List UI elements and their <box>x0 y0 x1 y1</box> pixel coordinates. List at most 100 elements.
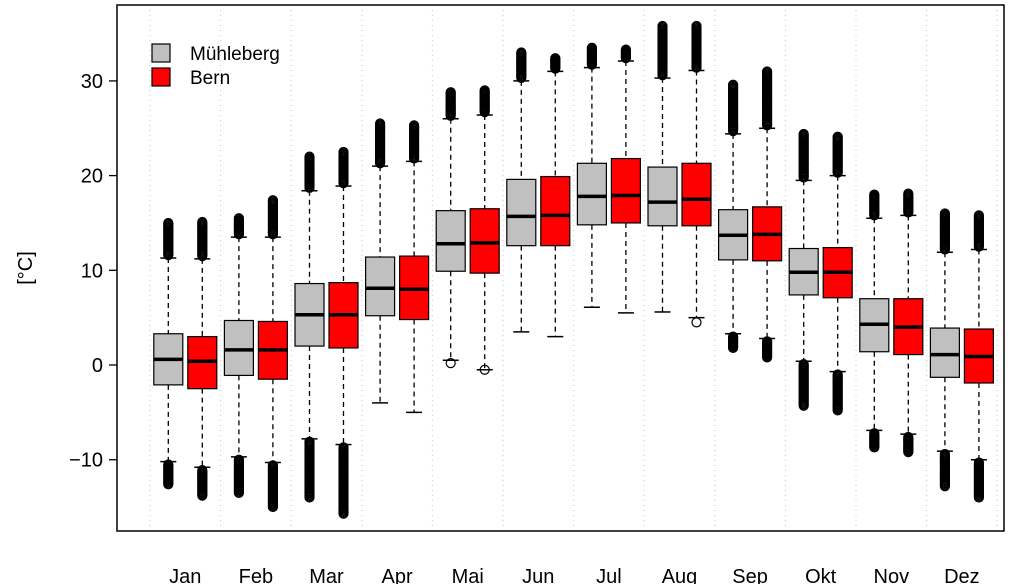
legend-swatch <box>151 43 171 63</box>
outlier-point <box>233 487 244 498</box>
x-tick-label: Feb <box>239 566 273 584</box>
outlier-point <box>832 405 843 416</box>
outlier-point <box>163 479 174 490</box>
outlier-point <box>620 44 632 55</box>
outlier-point <box>798 400 809 411</box>
outlier-point <box>973 210 985 221</box>
y-tick-label: 0 <box>92 355 103 377</box>
x-tick-label: Mai <box>452 566 484 584</box>
outlier-point <box>761 66 773 77</box>
outlier-point <box>691 20 702 32</box>
outlier-point <box>233 213 244 224</box>
y-axis: −10 0 10 20 30 <box>69 71 117 472</box>
outlier-point <box>445 358 456 369</box>
box-mühleberg-apr <box>365 118 396 404</box>
outlier-point <box>550 53 561 64</box>
outlier-point <box>479 364 490 375</box>
legend-label: Mühleberg <box>190 44 280 65</box>
outlier-point <box>657 20 668 32</box>
interquartile-box <box>469 208 500 274</box>
x-tick-label: Okt <box>805 566 837 584</box>
box-mühleberg-jun <box>506 47 537 333</box>
x-tick-label: Dez <box>944 566 980 584</box>
x-tick-label: Jul <box>596 566 622 584</box>
outlier-point <box>304 492 315 503</box>
outlier-point <box>832 131 843 142</box>
box-bern-okt <box>822 131 853 416</box>
interquartile-box <box>365 256 396 317</box>
outlier-point <box>516 47 527 58</box>
outlier-point <box>338 146 349 158</box>
x-axis: Jan Feb Mar Apr Mai Jun Jul Aug Sep Okt Nov Dez <box>169 566 980 584</box>
outlier-point <box>479 85 490 96</box>
box-mühleberg-nov <box>859 189 890 453</box>
interquartile-box <box>929 327 961 378</box>
box-bern-jul <box>610 44 642 314</box>
y-tick-label: 20 <box>81 166 103 188</box>
outlier-point <box>761 352 773 363</box>
box-series <box>153 20 995 519</box>
interquartile-box <box>576 162 608 226</box>
outlier-point <box>586 42 598 53</box>
box-bern-mai <box>469 85 500 375</box>
outlier-point <box>869 189 880 200</box>
outlier-point <box>939 208 951 219</box>
outlier-point <box>409 120 420 131</box>
interquartile-box <box>223 319 254 377</box>
legend-swatch <box>151 67 171 87</box>
outlier-point <box>163 217 174 229</box>
outlier-point <box>903 188 914 199</box>
box-mühleberg-jul <box>576 42 608 308</box>
x-tick-label: Aug <box>662 566 698 584</box>
outlier-point <box>267 501 278 513</box>
outlier-point <box>798 128 809 140</box>
interquartile-box <box>647 166 678 227</box>
box-bern-aug <box>681 20 712 328</box>
box-mühleberg-feb <box>223 213 254 498</box>
outlier-point <box>197 490 208 501</box>
interquartile-box <box>435 210 466 272</box>
box-mühleberg-dez <box>929 208 961 492</box>
plot-frame <box>116 4 1005 532</box>
box-mühleberg-aug <box>647 20 678 313</box>
interquartile-box <box>610 157 642 224</box>
outlier-point <box>338 508 349 519</box>
outlier-point <box>375 118 386 129</box>
interquartile-box <box>506 178 537 247</box>
outlier-point <box>727 79 739 90</box>
grid-lines <box>149 5 998 531</box>
outlier-point <box>304 151 315 162</box>
box-bern-apr <box>399 120 430 414</box>
outlier-point <box>939 481 951 492</box>
box-mühleberg-okt <box>788 128 819 411</box>
x-tick-label: Sep <box>732 566 768 584</box>
x-tick-label: Jan <box>169 566 201 584</box>
x-tick-label: Apr <box>382 566 413 584</box>
outlier-point <box>691 317 702 328</box>
outlier-point <box>973 492 985 503</box>
legend: Mühleberg Bern <box>151 43 280 89</box>
box-bern-mar <box>328 146 359 519</box>
outlier-point <box>903 447 914 458</box>
interquartile-box <box>681 162 712 227</box>
y-tick-label: 30 <box>81 71 103 93</box>
x-tick-label: Nov <box>874 566 910 584</box>
box-bern-jun <box>540 53 571 338</box>
box-bern-sep <box>751 66 783 363</box>
x-tick-label: Mar <box>309 566 344 584</box>
legend-label: Bern <box>190 68 230 89</box>
box-bern-feb <box>257 195 288 513</box>
outlier-point <box>727 342 739 354</box>
outlier-point <box>197 216 208 228</box>
box-mühleberg-mar <box>294 151 325 503</box>
box-mühleberg-sep <box>717 79 749 354</box>
box-bern-dez <box>963 210 995 503</box>
y-tick-label: 10 <box>81 260 103 282</box>
outlier-point <box>869 442 880 453</box>
box-mühleberg-jan <box>153 217 184 490</box>
box-mühleberg-mai <box>435 87 466 369</box>
box-bern-nov <box>893 188 924 458</box>
box-bern-jan <box>187 216 218 501</box>
outlier-point <box>445 87 456 98</box>
